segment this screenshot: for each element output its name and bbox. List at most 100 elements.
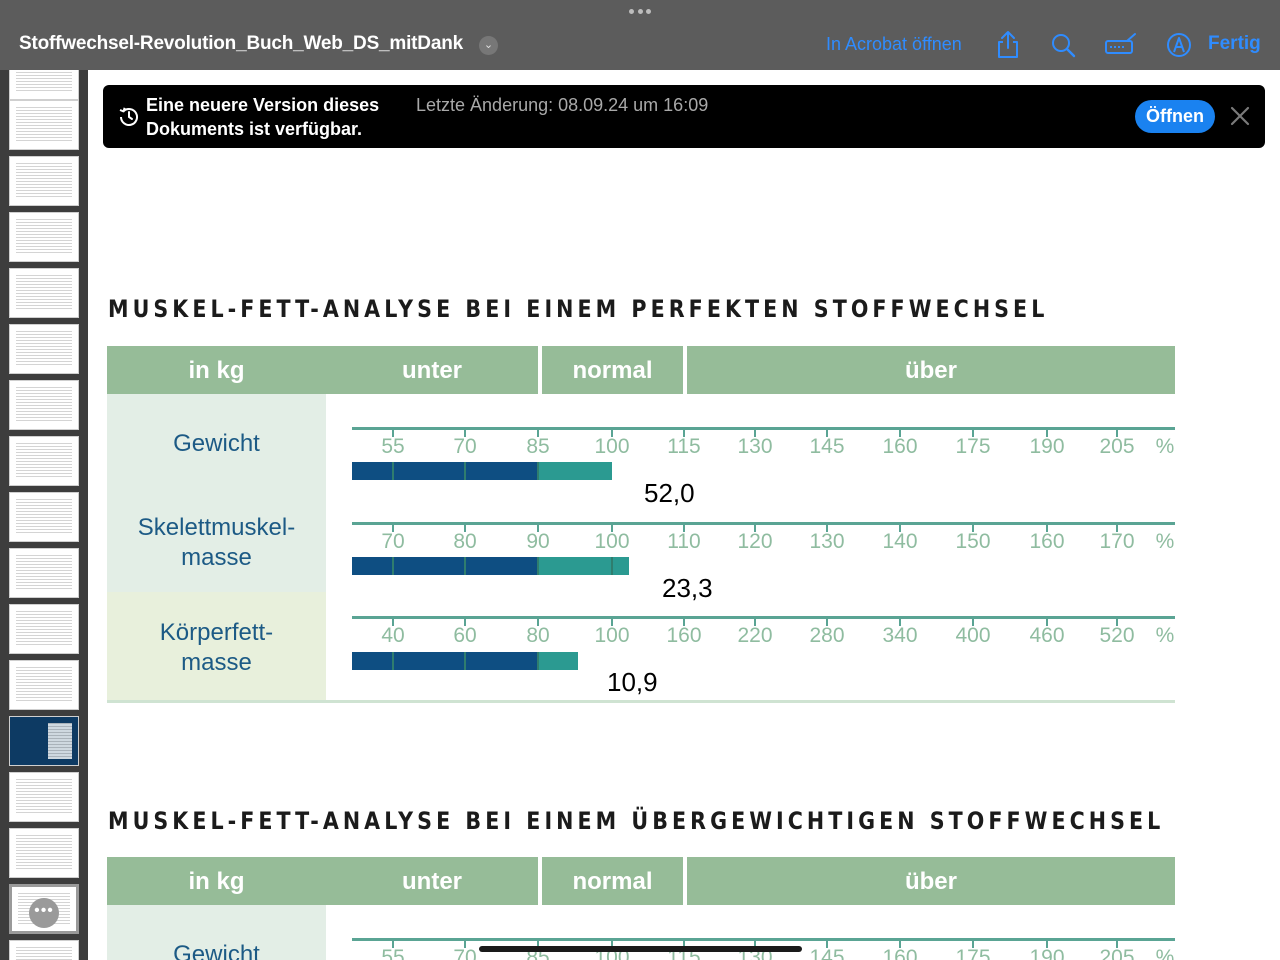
banner-last-modified: Letzte Änderung: 08.09.24 um 16:09: [416, 95, 709, 115]
page-thumbnail[interactable]: [9, 604, 79, 654]
markup-icon[interactable]: [1163, 28, 1195, 60]
row-label-bg: [107, 592, 326, 700]
scale-tick-label: 175: [955, 946, 991, 960]
document-title[interactable]: Stoffwechsel-Revolution_Buch_Web_DS_mitD…: [19, 33, 463, 54]
home-indicator[interactable]: [479, 946, 802, 952]
page-thumbnail-sidebar[interactable]: •••: [0, 70, 88, 960]
scale-line: [352, 616, 1175, 619]
scale-line: [352, 427, 1175, 430]
scale-tick-label: 170: [1099, 530, 1135, 553]
page-thumbnail[interactable]: [9, 828, 79, 878]
page-thumbnail[interactable]: [9, 436, 79, 486]
row-label-bg: [107, 394, 326, 592]
share-icon[interactable]: [992, 28, 1024, 60]
scale-tick: [537, 941, 539, 948]
scale-tick: [972, 525, 974, 532]
scale-tick-label: 130: [809, 530, 845, 553]
scale-tick: [826, 430, 828, 437]
bar-segment-low: [352, 557, 538, 575]
body-fat-bar: [352, 652, 578, 670]
scale-tick: [611, 941, 613, 948]
row-label-weight: Gewicht: [173, 430, 260, 457]
open-in-acrobat-link[interactable]: In Acrobat öffnen: [826, 34, 962, 54]
page-thumbnail[interactable]: [9, 940, 79, 960]
scale-tick: [464, 430, 466, 437]
scale-tick-label: 145: [809, 435, 845, 458]
scale-tick-label: 400: [955, 624, 991, 647]
scale-tick: [754, 430, 756, 437]
scale-tick-label: 140: [882, 530, 918, 553]
page-thumbnail[interactable]: [9, 100, 79, 150]
header-cell-over: über: [687, 857, 1175, 905]
scale-tick-label: 55: [381, 946, 405, 960]
page-thumbnail[interactable]: [9, 772, 79, 822]
scale-tick-label: 160: [1029, 530, 1065, 553]
bar-tick-divider: [392, 462, 394, 480]
page-thumbnail[interactable]: [9, 492, 79, 542]
more-options-button[interactable]: •••: [29, 898, 59, 928]
scale-tick: [537, 430, 539, 437]
header-cell-under: unter: [326, 857, 538, 905]
section-title: MUSKEL-FETT-ANALYSE BEI EINEM PERFEKTEN …: [108, 295, 1049, 323]
scale-tick-label: 220: [737, 624, 773, 647]
search-icon[interactable]: [1048, 28, 1080, 60]
scale-tick: [1046, 619, 1048, 626]
scale-tick-label: 70: [381, 530, 405, 553]
scale-tick-label: 175: [955, 435, 991, 458]
bar-segment-low: [352, 462, 538, 480]
scale-tick: [1116, 619, 1118, 626]
scale-tick-label: 120: [737, 530, 773, 553]
page-thumbnail[interactable]: [9, 324, 79, 374]
page-thumbnail[interactable]: [9, 548, 79, 598]
scale-tick-label: 340: [882, 624, 918, 647]
scale-tick: [464, 525, 466, 532]
scale-tick-label: %: [1155, 530, 1175, 553]
scale-tick-label: 70: [453, 946, 477, 960]
scale-tick-label: 205: [1099, 946, 1135, 960]
scale-tick: [972, 941, 974, 948]
page-thumbnail[interactable]: [9, 716, 79, 766]
page-thumbnail[interactable]: [9, 156, 79, 206]
scale-tick: [392, 430, 394, 437]
scale-tick: [683, 619, 685, 626]
weight-value: 52,0: [644, 478, 695, 508]
header-cell-over: über: [687, 346, 1175, 394]
close-icon[interactable]: [1229, 105, 1251, 127]
scale-tick-label: 280: [809, 624, 845, 647]
done-button[interactable]: Fertig: [1208, 33, 1261, 54]
page-thumbnail[interactable]: [9, 212, 79, 262]
bar-tick-divider: [392, 652, 394, 670]
section-title: MUSKEL-FETT-ANALYSE BEI EINEM ÜBERGEWICH…: [108, 807, 1165, 835]
multitask-handle[interactable]: [629, 7, 651, 15]
table-header: in kg unter normal über: [107, 346, 1175, 394]
page-thumbnail[interactable]: [9, 660, 79, 710]
bar-segment-normal: [538, 557, 629, 575]
bar-segment-low: [352, 652, 538, 670]
header-cell-unit: in kg: [107, 346, 326, 394]
bar-tick-divider: [611, 557, 613, 575]
bar-tick-divider: [464, 462, 466, 480]
scale-tick: [899, 430, 901, 437]
row-label-bg: [107, 905, 326, 960]
bar-segment-normal: [538, 652, 578, 670]
open-button[interactable]: Öffnen: [1135, 100, 1215, 133]
scale-tick-label: 40: [381, 624, 405, 647]
page-thumbnail[interactable]: [9, 380, 79, 430]
page-thumbnail[interactable]: [9, 268, 79, 318]
history-icon: [119, 107, 138, 126]
row-label-skeletal-muscle: Skelettmuskel- masse: [137, 514, 296, 571]
page-thumbnail[interactable]: [9, 70, 79, 100]
chevron-down-icon[interactable]: ⌄: [479, 36, 498, 55]
bar-tick-divider: [537, 462, 539, 480]
scale-tick-label: 190: [1029, 946, 1065, 960]
annotate-icon[interactable]: [1103, 28, 1137, 60]
scale-tick: [754, 525, 756, 532]
table-bottom-rule: [107, 700, 1175, 703]
scale-tick: [1116, 430, 1118, 437]
scale-tick: [683, 430, 685, 437]
scale-tick: [611, 525, 613, 532]
row-label-weight: Gewicht: [173, 941, 260, 960]
scale-tick: [1046, 430, 1048, 437]
scale-tick-label: 460: [1029, 624, 1065, 647]
scale-tick-label: 160: [666, 624, 702, 647]
